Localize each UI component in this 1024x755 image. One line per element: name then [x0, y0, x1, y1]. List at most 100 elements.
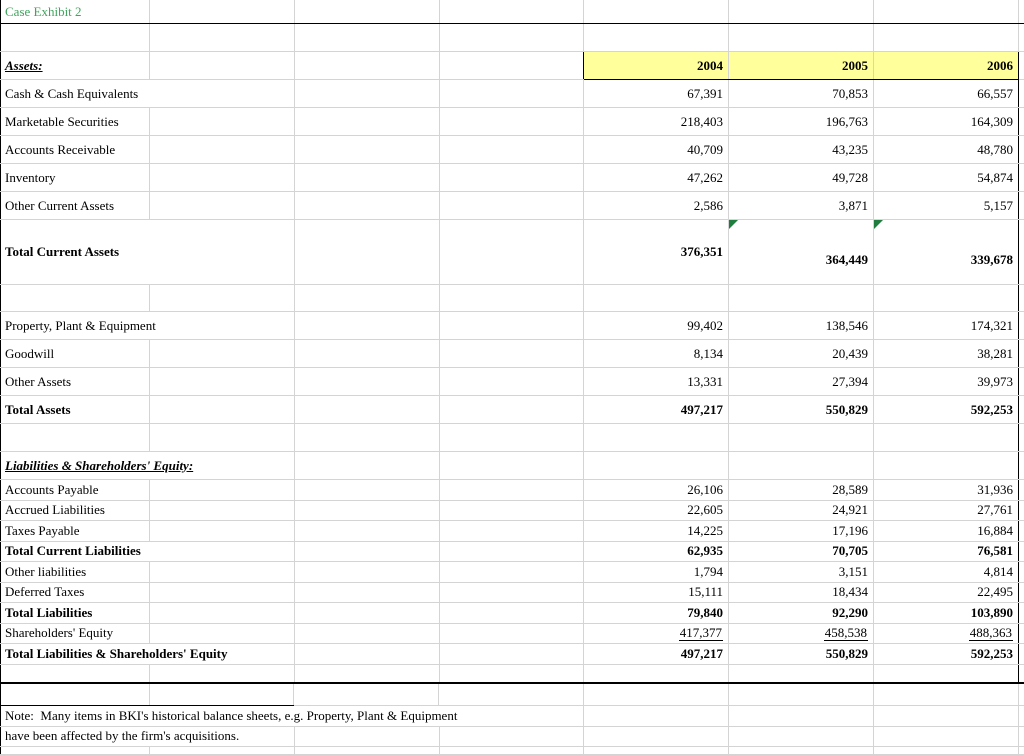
empty-cell[interactable] — [584, 424, 729, 452]
ar-2005[interactable]: 43,235 — [729, 136, 874, 164]
empty-cell[interactable] — [1, 664, 584, 683]
se-2005[interactable]: 458,538 — [729, 623, 874, 644]
empty-cell[interactable] — [729, 452, 874, 480]
ar-2004[interactable]: 40,709 — [584, 136, 729, 164]
total-assets-2004[interactable]: 497,217 — [584, 396, 729, 424]
empty-cell[interactable] — [584, 664, 729, 683]
empty-cell[interactable] — [584, 285, 729, 312]
total-cl-2006[interactable]: 76,581 — [874, 541, 1019, 562]
other-assets-label[interactable]: Other Assets — [1, 368, 584, 396]
total-cl-label[interactable]: Total Current Liabilities — [1, 541, 584, 562]
total-lse-2005[interactable]: 550,829 — [729, 644, 874, 665]
ap-2005[interactable]: 28,589 — [729, 480, 874, 501]
total-ca-2005[interactable]: 364,449 — [729, 220, 874, 285]
total-cl-2005[interactable]: 70,705 — [729, 541, 874, 562]
deferred-2004[interactable]: 15,111 — [584, 582, 729, 603]
empty-cell[interactable] — [294, 683, 439, 706]
ap-label[interactable]: Accounts Payable — [1, 480, 584, 501]
total-ca-label[interactable]: Total Current Assets — [1, 220, 584, 285]
goodwill-label[interactable]: Goodwill — [1, 340, 584, 368]
cash-label[interactable]: Cash & Cash Equivalents — [1, 80, 584, 108]
empty-cell[interactable] — [874, 746, 1019, 754]
taxes-label[interactable]: Taxes Payable — [1, 521, 584, 542]
other-assets-2004[interactable]: 13,331 — [584, 368, 729, 396]
cash-2006[interactable]: 66,557 — [874, 80, 1019, 108]
inventory-2004[interactable]: 47,262 — [584, 164, 729, 192]
year-header-2004[interactable]: 2004 — [584, 52, 729, 80]
ap-2006[interactable]: 31,936 — [874, 480, 1019, 501]
other-ca-label[interactable]: Other Current Assets — [1, 192, 584, 220]
deferred-2006[interactable]: 22,495 — [874, 582, 1019, 603]
other-ca-2005[interactable]: 3,871 — [729, 192, 874, 220]
other-ca-2006[interactable]: 5,157 — [874, 192, 1019, 220]
empty-cell[interactable] — [729, 664, 874, 683]
empty-cell[interactable] — [1, 285, 584, 312]
total-liab-2005[interactable]: 92,290 — [729, 603, 874, 624]
se-2006[interactable]: 488,363 — [874, 623, 1019, 644]
empty-cell[interactable] — [874, 424, 1019, 452]
other-assets-2006[interactable]: 39,973 — [874, 368, 1019, 396]
empty-cell[interactable] — [1, 746, 584, 754]
accrued-label[interactable]: Accrued Liabilities — [1, 500, 584, 521]
total-assets-label[interactable]: Total Assets — [1, 396, 584, 424]
ap-2004[interactable]: 26,106 — [584, 480, 729, 501]
goodwill-2005[interactable]: 20,439 — [729, 340, 874, 368]
empty-cell[interactable] — [729, 746, 874, 754]
total-ca-2004[interactable]: 376,351 — [584, 220, 729, 285]
total-liab-2006[interactable]: 103,890 — [874, 603, 1019, 624]
empty-cell[interactable] — [584, 0, 729, 24]
se-2004[interactable]: 417,377 — [584, 623, 729, 644]
other-assets-2005[interactable]: 27,394 — [729, 368, 874, 396]
empty-cell[interactable] — [584, 452, 729, 480]
exhibit-title[interactable]: Case Exhibit 2 — [1, 0, 584, 24]
ar-label[interactable]: Accounts Receivable — [1, 136, 584, 164]
total-ca-2006[interactable]: 339,678 — [874, 220, 1019, 285]
empty-cell[interactable] — [874, 726, 1019, 746]
empty-cell[interactable] — [729, 285, 874, 312]
empty-cell[interactable] — [874, 664, 1019, 683]
year-header-2006[interactable]: 2006 — [874, 52, 1019, 80]
total-liab-2004[interactable]: 79,840 — [584, 603, 729, 624]
empty-cell[interactable] — [729, 683, 874, 706]
cash-2005[interactable]: 70,853 — [729, 80, 874, 108]
other-liab-label[interactable]: Other liabilities — [1, 562, 584, 583]
ar-2006[interactable]: 48,780 — [874, 136, 1019, 164]
empty-cell[interactable] — [874, 285, 1019, 312]
ppe-2006[interactable]: 174,321 — [874, 312, 1019, 340]
total-lse-label[interactable]: Total Liabilities & Shareholders' Equity — [1, 644, 584, 665]
empty-cell[interactable] — [729, 726, 874, 746]
empty-cell[interactable] — [584, 726, 729, 746]
inventory-label[interactable]: Inventory — [1, 164, 584, 192]
total-assets-2005[interactable]: 550,829 — [729, 396, 874, 424]
accrued-2005[interactable]: 24,921 — [729, 500, 874, 521]
total-lse-2004[interactable]: 497,217 — [584, 644, 729, 665]
total-lse-2006[interactable]: 592,253 — [874, 644, 1019, 665]
year-header-2005[interactable]: 2005 — [729, 52, 874, 80]
ppe-2004[interactable]: 99,402 — [584, 312, 729, 340]
other-liab-2006[interactable]: 4,814 — [874, 562, 1019, 583]
accrued-2006[interactable]: 27,761 — [874, 500, 1019, 521]
deferred-2005[interactable]: 18,434 — [729, 582, 874, 603]
total-cl-2004[interactable]: 62,935 — [584, 541, 729, 562]
liabilities-section-heading[interactable]: Liabilities & Shareholders' Equity: — [1, 452, 584, 480]
assets-section-heading[interactable]: Assets: — [1, 52, 584, 80]
inventory-2005[interactable]: 49,728 — [729, 164, 874, 192]
empty-cell[interactable] — [584, 683, 729, 706]
goodwill-2004[interactable]: 8,134 — [584, 340, 729, 368]
note-line-1[interactable]: Note: Many items in BKI's historical bal… — [1, 705, 584, 726]
other-liab-2004[interactable]: 1,794 — [584, 562, 729, 583]
empty-cell[interactable] — [1, 424, 584, 452]
note-line-2[interactable]: have been affected by the firm's acquisi… — [1, 726, 584, 746]
marketable-2004[interactable]: 218,403 — [584, 108, 729, 136]
empty-cell[interactable] — [874, 705, 1019, 726]
se-label[interactable]: Shareholders' Equity — [1, 623, 584, 644]
ppe-label[interactable]: Property, Plant & Equipment — [1, 312, 584, 340]
empty-cell[interactable] — [729, 24, 874, 52]
empty-cell[interactable] — [874, 452, 1019, 480]
inventory-2006[interactable]: 54,874 — [874, 164, 1019, 192]
empty-cell[interactable] — [729, 424, 874, 452]
empty-cell[interactable] — [1, 683, 294, 706]
total-assets-2006[interactable]: 592,253 — [874, 396, 1019, 424]
empty-cell[interactable] — [874, 683, 1019, 706]
cash-2004[interactable]: 67,391 — [584, 80, 729, 108]
